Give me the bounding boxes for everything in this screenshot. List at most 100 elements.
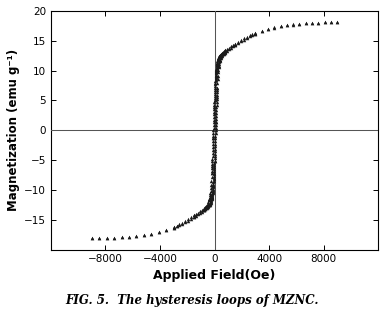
- Point: [213, 133, 219, 138]
- Point: [213, 102, 219, 107]
- Point: [228, 44, 234, 49]
- Point: [210, 181, 216, 186]
- Point: [230, 42, 236, 47]
- Point: [217, 53, 223, 58]
- Point: [209, 193, 215, 198]
- Point: [206, 203, 212, 208]
- Point: [213, 69, 219, 75]
- Point: [206, 203, 213, 208]
- Point: [185, 218, 191, 223]
- Point: [176, 221, 182, 227]
- Point: [213, 67, 219, 72]
- Point: [208, 199, 214, 204]
- Point: [219, 53, 225, 58]
- Point: [265, 26, 271, 31]
- Point: [211, 122, 217, 127]
- Point: [216, 60, 223, 65]
- Point: [232, 43, 238, 48]
- Point: [141, 232, 147, 237]
- Point: [176, 223, 182, 228]
- Point: [224, 46, 230, 52]
- Point: [210, 145, 216, 150]
- Point: [303, 21, 309, 26]
- Point: [241, 36, 247, 41]
- Point: [201, 208, 207, 213]
- Point: [290, 22, 296, 27]
- Point: [226, 46, 232, 52]
- Point: [205, 201, 211, 206]
- Point: [211, 158, 218, 163]
- Point: [209, 192, 215, 197]
- Point: [211, 177, 217, 182]
- Point: [195, 210, 201, 215]
- Point: [235, 39, 241, 44]
- Point: [259, 29, 265, 34]
- Point: [208, 182, 214, 188]
- Point: [209, 168, 215, 173]
- Point: [207, 202, 213, 207]
- Point: [211, 168, 217, 173]
- Point: [217, 52, 223, 58]
- Point: [119, 235, 125, 240]
- Point: [126, 234, 132, 239]
- Point: [213, 79, 219, 84]
- Point: [252, 31, 258, 36]
- Point: [249, 32, 256, 37]
- Point: [205, 204, 211, 209]
- Point: [210, 128, 216, 133]
- Point: [104, 236, 110, 241]
- Point: [222, 50, 228, 55]
- Point: [204, 205, 210, 210]
- Point: [171, 225, 177, 230]
- Point: [211, 97, 218, 102]
- Point: [119, 235, 125, 240]
- Point: [191, 214, 197, 220]
- Point: [296, 21, 303, 27]
- Point: [222, 48, 228, 53]
- Point: [252, 31, 258, 36]
- Point: [211, 158, 218, 163]
- Point: [213, 65, 219, 70]
- Point: [303, 21, 309, 26]
- Point: [163, 228, 169, 233]
- Point: [215, 70, 221, 75]
- Point: [215, 76, 221, 82]
- Point: [210, 188, 216, 193]
- Point: [209, 170, 215, 175]
- Point: [315, 20, 321, 25]
- Point: [210, 183, 216, 188]
- Point: [204, 205, 210, 210]
- Point: [244, 36, 250, 41]
- Point: [191, 213, 197, 218]
- Point: [209, 170, 215, 175]
- Point: [334, 20, 340, 25]
- Y-axis label: Magnetization (emu g⁻¹): Magnetization (emu g⁻¹): [7, 49, 20, 211]
- Point: [214, 60, 220, 65]
- Point: [195, 212, 201, 217]
- Point: [232, 41, 238, 46]
- Point: [241, 37, 247, 42]
- Point: [216, 65, 222, 70]
- Point: [213, 111, 219, 116]
- Point: [104, 236, 110, 241]
- Point: [321, 20, 328, 25]
- Point: [212, 136, 218, 141]
- Point: [202, 205, 208, 210]
- Point: [328, 20, 334, 25]
- Point: [212, 141, 218, 146]
- Point: [232, 43, 238, 48]
- Point: [171, 224, 177, 229]
- Point: [211, 170, 217, 175]
- Point: [201, 207, 207, 212]
- Point: [208, 196, 214, 202]
- Point: [214, 61, 220, 66]
- Point: [212, 85, 218, 90]
- Point: [216, 54, 222, 59]
- Point: [211, 156, 218, 161]
- Point: [133, 234, 139, 239]
- Point: [321, 20, 328, 25]
- Point: [210, 185, 216, 190]
- Point: [206, 198, 212, 203]
- Point: [209, 158, 215, 164]
- Point: [156, 230, 162, 235]
